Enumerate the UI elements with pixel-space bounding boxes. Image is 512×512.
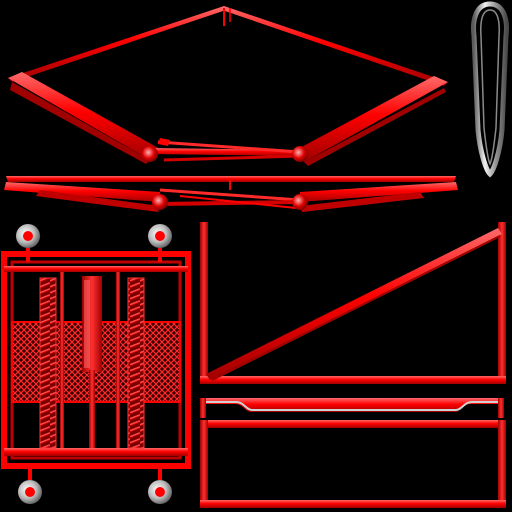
scissor-arm-lower [4, 176, 458, 212]
scissor-arm-upper [8, 6, 448, 166]
pivot-pin-icon [152, 194, 168, 210]
spring-cage [1, 224, 191, 504]
triangle-frame [200, 222, 506, 384]
pivot-pin-icon [292, 146, 308, 162]
bed-rail [200, 398, 506, 508]
chrome-clip [471, 1, 509, 178]
pivot-pin-icon [292, 194, 308, 210]
pivot-pin-icon [142, 146, 158, 162]
coil-spring-icon [128, 278, 144, 448]
coil-spring-icon [40, 278, 56, 448]
